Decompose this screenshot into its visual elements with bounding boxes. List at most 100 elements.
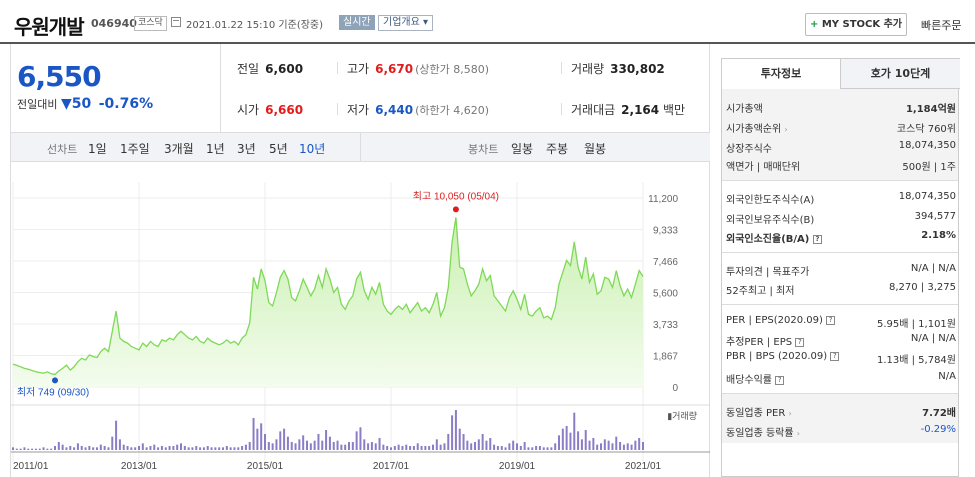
volume-bar [355,431,358,450]
trade-amount: 거래대금 2,164 백만 [571,103,686,117]
plus-icon: + [809,19,819,30]
volume-bar [512,440,515,450]
calendar-icon [171,17,181,27]
volume-bar [367,443,370,450]
sector-change-row[interactable]: 동일업종 등락률 › -0.29% [726,424,956,439]
sector-per-row[interactable]: 동일업종 PER › 7.72배 [726,408,956,419]
volume-bar [508,443,511,450]
volume-bar [210,447,213,450]
volume-bar [600,443,602,450]
volume-bar [401,446,404,450]
add-mystock-button[interactable]: + MY STOCK 추가 [805,13,907,36]
volume-bar [538,446,541,450]
volume-bar [504,447,507,450]
volume-bar [573,412,576,450]
candle-chart-label: 봉차트 [468,143,499,156]
volume-bar [519,446,522,450]
period-5y[interactable]: 5년 [269,142,288,156]
down-arrow-icon: ▼ [60,96,72,112]
volume-bar [31,448,34,450]
price-chart[interactable]: 11,200 9,333 7,466 5,600 3,733 1,867 0 2011/01 2… [11,162,710,477]
period-1d[interactable]: 1일 [88,142,107,156]
volume-bar [546,447,549,450]
tab-invest-info[interactable]: 투자정보 [722,58,841,89]
prev-close: 전일 6,600 [237,62,304,76]
volume-bar [38,448,41,450]
market-cap-rank-row[interactable]: 시가총액순위 › 코스닥 760위 [726,124,956,135]
volume-bar [54,446,56,450]
volume-bar [435,439,438,450]
volume-bar [489,438,492,450]
volume-bar [126,446,129,450]
volume-bar [428,446,431,450]
y-tick-label: 9,333 [653,226,678,237]
volume-bar [283,428,286,450]
volume-bar [462,434,465,450]
volume-bar [412,446,415,450]
volume-bar [485,440,488,450]
volume-bar [122,444,125,450]
volume-bar [493,444,496,450]
period-3y[interactable]: 3년 [237,142,256,156]
volume-bar [111,436,114,450]
volume-bar [531,447,534,450]
foreign-limit-row: 외국인한도주식수(A) 18,074,350 [726,191,956,206]
candle-monthly[interactable]: 월봉 [584,142,607,156]
volume-bar [286,436,289,450]
volume-bar [187,447,190,450]
volume-bar [607,440,610,450]
x-tick-label: 2011/01 [13,461,49,472]
period-3m[interactable]: 3개월 [164,142,194,156]
period-10y[interactable]: 10년 [299,142,326,156]
volume-bar [241,446,244,450]
volume-bar [309,443,312,450]
market-cap-row: 시가총액 1,184억원 [726,104,956,115]
volume-bar [569,432,572,450]
volume-bar [145,447,148,450]
help-icon: ? [775,375,785,385]
volume-bar [405,444,408,450]
volume-bar [328,436,331,450]
volume-bar [80,446,83,450]
volume-bar [218,447,221,450]
volume-bar [233,447,236,450]
volume-bar [458,428,461,450]
volume-bar [118,439,121,450]
volume-bar [378,438,381,450]
volume-bar [535,446,538,450]
volume-bar [73,447,76,450]
volume-bar [527,447,530,450]
candle-daily[interactable]: 일봉 [511,142,534,156]
volume-bar [84,447,87,450]
estimated-per-row: 추정PER | EPS ? N/A | N/A [726,333,956,348]
volume-bar [199,447,202,450]
volume-bar [157,447,160,450]
volume-bar [550,447,553,450]
realtime-badge[interactable]: 실시간 [339,15,375,30]
company-overview-dropdown[interactable]: 기업개요 ▾ [378,15,433,31]
candle-weekly[interactable]: 주봉 [546,142,569,156]
price-area [13,217,643,387]
opinion-row: 투자의견 | 목표주가 N/A | N/A [726,263,956,278]
volume-bar [580,439,583,450]
tab-orderbook-10[interactable]: 호가 10단계 [841,58,960,89]
volume-bar [298,439,301,450]
chevron-right-icon: › [796,429,800,438]
help-icon: ? [812,234,822,244]
period-1w[interactable]: 1주일 [120,142,150,156]
volume-bar [630,444,633,450]
volume: 거래량 330,802 [571,62,665,76]
period-1y[interactable]: 1년 [206,142,225,156]
volume-bar [584,430,587,450]
volume-bar [561,428,564,450]
volume-bar [432,444,434,450]
volume-bar [138,446,140,450]
invest-info-panel: 투자정보 호가 10단계 시가총액 1,184억원 시가총액순위 › 코스닥 760… [721,58,960,477]
volume-bar [340,444,343,450]
info-tabs: 투자정보 호가 10단계 [722,58,960,89]
volume-bar [306,440,308,450]
per-row: PER | EPS(2020.09) ? 5.95배 | 1,101원 [726,315,956,330]
chart-period-bar: 선차트 1일 1주일 3개월 1년 3년 5년 10년 봉차트 일봉 주봉 월봉 [11,132,710,162]
volume-bar [134,447,137,450]
quick-order-link[interactable]: 빠른주문 [921,19,962,32]
